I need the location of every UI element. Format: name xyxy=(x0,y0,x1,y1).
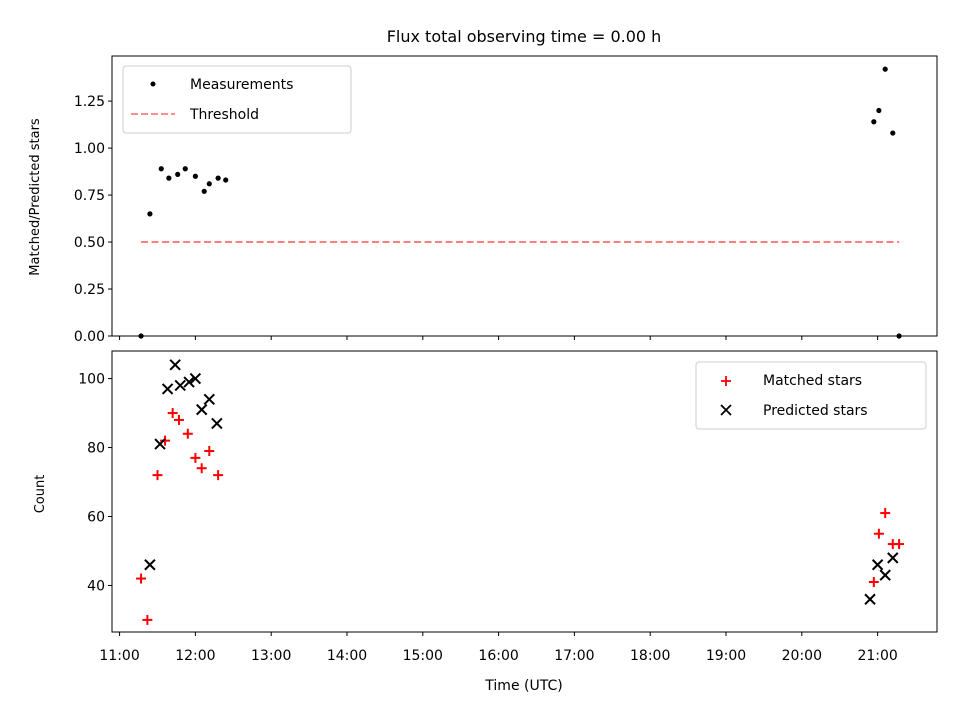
predicted-star-point xyxy=(183,376,195,388)
bottom-y-tick-label: 80 xyxy=(87,441,105,457)
matched-star-point xyxy=(868,577,879,588)
top-y-tick-label: 1.00 xyxy=(74,141,105,157)
measurement-point xyxy=(192,173,198,179)
matched-star-point xyxy=(894,539,905,550)
measurement-point xyxy=(871,119,877,125)
measurement-point xyxy=(158,166,164,172)
bottom-x-ticks: 11:00 12:00 13:00 14:00 15:00 16:00 17:00 18:00… xyxy=(99,632,898,664)
top-x-ticks xyxy=(119,336,879,340)
bottom-y-tick-label: 60 xyxy=(87,509,105,525)
top-y-tick-label: 0.00 xyxy=(74,329,105,345)
top-y-axis-label: Matched/Predicted stars xyxy=(28,118,43,276)
legend-threshold-label: Threshold xyxy=(189,107,259,123)
predicted-star-point xyxy=(879,569,891,581)
predicted-stars-series xyxy=(144,359,899,605)
measurement-point xyxy=(182,166,188,172)
measurement-point xyxy=(223,177,229,183)
measurement-point xyxy=(882,66,888,72)
bottom-y-tick-label: 100 xyxy=(78,372,105,388)
x-axis-label: Time (UTC) xyxy=(484,678,562,694)
x-tick-label: 11:00 xyxy=(99,648,139,664)
predicted-star-point xyxy=(864,593,876,605)
x-tick-label: 16:00 xyxy=(478,648,518,664)
matched-star-point xyxy=(182,428,193,439)
x-tick-label: 21:00 xyxy=(857,648,897,664)
legend-matched-marker xyxy=(721,376,731,386)
predicted-star-point xyxy=(871,559,884,571)
matched-star-point xyxy=(204,445,215,456)
predicted-star-point xyxy=(169,359,181,371)
predicted-star-point xyxy=(144,559,156,571)
measurement-point xyxy=(890,130,896,136)
x-tick-label: 13:00 xyxy=(251,648,291,664)
matched-star-point xyxy=(160,435,171,446)
predicted-star-point xyxy=(161,383,174,395)
measurement-point xyxy=(876,107,882,114)
x-tick-label: 19:00 xyxy=(706,648,746,664)
matched-star-point xyxy=(173,414,184,425)
matched-stars-series xyxy=(136,408,905,625)
bottom-y-axis-label: Count xyxy=(33,475,48,514)
measurement-point xyxy=(175,171,181,177)
top-y-tick-label: 0.25 xyxy=(74,282,105,298)
legend-predicted-marker xyxy=(720,404,732,416)
matched-star-point xyxy=(136,573,147,584)
matched-star-point xyxy=(196,463,207,474)
matched-star-point xyxy=(142,614,153,625)
measurement-point xyxy=(166,175,172,181)
legend-measurements-label: Measurements xyxy=(190,77,293,93)
predicted-star-point xyxy=(154,438,166,450)
bottom-y-tick-label: 40 xyxy=(87,578,105,594)
x-tick-label: 14:00 xyxy=(327,648,367,664)
measurement-point xyxy=(201,188,207,194)
measurement-point xyxy=(215,175,221,181)
top-y-ticks: 0.00 0.25 0.50 0.75 1.00 1.25 xyxy=(74,94,112,345)
top-y-tick-label: 0.50 xyxy=(74,235,105,251)
measurement-point xyxy=(206,181,212,187)
bottom-legend-box xyxy=(695,361,927,430)
matched-star-point xyxy=(873,528,884,539)
bottom-legend: Matched stars Predicted stars xyxy=(695,361,927,430)
legend-predicted-label: Predicted stars xyxy=(763,403,868,419)
top-y-tick-label: 0.75 xyxy=(74,188,105,204)
predicted-star-point xyxy=(887,552,899,564)
matched-star-point xyxy=(152,470,163,481)
x-tick-label: 15:00 xyxy=(403,648,443,664)
top-y-tick-label: 1.25 xyxy=(74,94,105,110)
matched-star-point xyxy=(880,508,891,519)
x-tick-label: 12:00 xyxy=(175,648,215,664)
predicted-star-point xyxy=(189,372,202,385)
matched-star-point xyxy=(190,452,201,463)
x-tick-label: 20:00 xyxy=(782,648,822,664)
predicted-star-point xyxy=(211,417,223,430)
top-panel: Flux total observing time = 0.00 h Match… xyxy=(28,27,938,345)
x-tick-label: 18:00 xyxy=(630,648,670,664)
measurement-point xyxy=(147,211,153,217)
legend-measurements-marker xyxy=(150,81,156,87)
top-legend-box xyxy=(122,65,352,134)
legend-matched-label: Matched stars xyxy=(763,373,862,389)
predicted-star-point xyxy=(195,403,208,416)
matched-star-point xyxy=(213,470,224,481)
predicted-star-point xyxy=(174,379,186,392)
top-plot-frame xyxy=(111,55,938,337)
top-legend: Measurements Threshold xyxy=(122,65,352,134)
bottom-plot-frame xyxy=(111,350,938,633)
x-tick-label: 17:00 xyxy=(554,648,594,664)
measurements-series xyxy=(138,66,902,339)
predicted-star-point xyxy=(203,393,215,405)
bottom-y-ticks: 40 60 80 100 xyxy=(78,372,112,594)
top-chart-title: Flux total observing time = 0.00 h xyxy=(387,27,662,46)
matched-star-point xyxy=(167,408,178,419)
bottom-panel: Count Time (UTC) 40 60 80 100 11:00 12:00 13:… xyxy=(33,350,938,694)
